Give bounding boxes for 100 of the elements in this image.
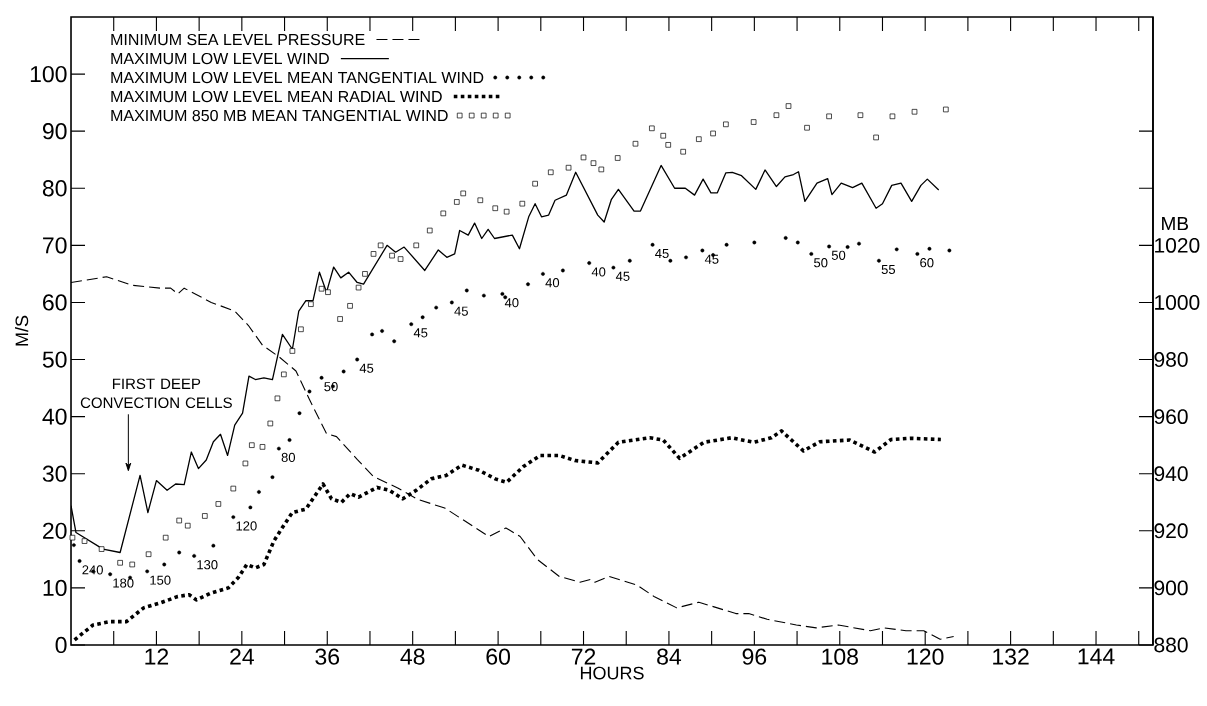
point <box>827 244 831 249</box>
x-tick-label: 120 <box>907 648 944 665</box>
annotation: 80 <box>281 452 296 462</box>
y-tick-label: 30 <box>42 465 67 482</box>
y2-tick-label: 1000 <box>1155 295 1200 310</box>
legend-label: MAXIMUM LOW LEVEL WIND <box>111 52 329 65</box>
annotation: 55 <box>881 264 896 275</box>
point <box>145 569 150 574</box>
point <box>380 329 384 333</box>
y2-tick-label: 960 <box>1154 409 1188 425</box>
point <box>108 572 113 577</box>
annotation: 120 <box>236 521 257 531</box>
x-tick-label: 72 <box>571 648 596 665</box>
point <box>449 300 454 305</box>
point <box>809 252 814 256</box>
x-tick-label: 60 <box>486 648 510 665</box>
y-tick-label: 50 <box>42 351 67 368</box>
point <box>409 322 414 327</box>
point <box>845 245 850 249</box>
point <box>420 315 425 320</box>
y2-tick-label: 920 <box>1154 523 1188 539</box>
point <box>752 240 757 245</box>
y-tick-label: 100 <box>30 65 67 83</box>
point <box>877 258 881 263</box>
y2-tick-label: 900 <box>1154 580 1188 596</box>
y2-tick-label: 880 <box>1154 637 1188 653</box>
point <box>587 261 592 265</box>
x-tick-label: 96 <box>742 648 767 665</box>
point <box>481 293 486 298</box>
point <box>211 543 216 548</box>
point <box>370 332 375 337</box>
x-tick-label: 36 <box>315 648 340 665</box>
annotation: 45 <box>655 248 669 259</box>
y-tick-label: 80 <box>42 180 67 197</box>
annotation: 130 <box>197 560 218 570</box>
point <box>684 255 688 260</box>
point <box>71 543 76 547</box>
y-tick-label: 70 <box>43 237 67 254</box>
x-tick-label: 144 <box>1078 648 1115 665</box>
x-tick-label: 108 <box>822 648 858 665</box>
point <box>500 291 505 296</box>
point <box>611 265 616 270</box>
annotation: 45 <box>359 363 374 373</box>
y-tick-label: 20 <box>43 522 67 539</box>
point <box>270 475 275 480</box>
point <box>341 369 346 374</box>
y2-tick-label: 980 <box>1154 352 1188 367</box>
annotation: 40 <box>591 267 606 277</box>
point <box>857 241 861 246</box>
point <box>894 247 899 252</box>
point <box>319 375 324 380</box>
annotation: 240 <box>82 565 103 575</box>
annotation: 40 <box>504 298 519 308</box>
y-tick-label: 60 <box>43 294 67 311</box>
point <box>783 236 788 240</box>
annotation: FIRST DEEP CONVECTION CELLS <box>80 378 232 409</box>
annotation: 45 <box>413 328 428 338</box>
x-tick-label: 12 <box>145 648 169 665</box>
point <box>248 505 253 510</box>
y-tick-label: 10 <box>43 579 67 597</box>
point <box>434 305 439 310</box>
point <box>307 389 312 394</box>
point <box>560 268 565 273</box>
y2-tick-label: 1020 <box>1155 237 1200 253</box>
point <box>668 258 673 263</box>
annotation: 50 <box>324 382 338 392</box>
annotation: 50 <box>831 250 846 260</box>
annotation: 60 <box>920 258 934 268</box>
annotation: 45 <box>704 254 719 264</box>
annotation: 45 <box>454 306 468 316</box>
point <box>700 248 705 253</box>
point <box>257 490 261 494</box>
point <box>541 272 545 276</box>
x-tick-label: 24 <box>230 648 254 665</box>
point <box>526 282 530 287</box>
annotation: 150 <box>150 575 171 585</box>
point <box>287 438 292 442</box>
point <box>795 240 800 245</box>
y-axis-title: M/S <box>15 315 29 346</box>
y2-axis-title: MB <box>1162 217 1188 231</box>
legend-label: MAXIMUM LOW LEVEL MEAN TANGENTIAL WIND <box>111 71 484 84</box>
x-tick-label: 132 <box>993 648 1029 665</box>
point <box>162 562 167 567</box>
point <box>627 258 632 263</box>
point <box>947 248 952 253</box>
legend-label: MINIMUM SEA LEVEL PRESSURE <box>111 33 365 46</box>
y-tick-label: 90 <box>42 123 67 140</box>
point <box>724 242 729 247</box>
point <box>927 246 932 251</box>
point <box>915 252 920 256</box>
annotation: 180 <box>113 578 134 588</box>
point <box>650 242 655 247</box>
annotation: 45 <box>615 271 630 281</box>
point <box>77 559 82 563</box>
legend-label: MAXIMUM 850 MB MEAN TANGENTIAL WIND <box>111 109 448 122</box>
annotation: 50 <box>814 258 828 268</box>
point <box>276 446 281 451</box>
point <box>392 339 397 344</box>
point <box>297 411 302 416</box>
y-tick-label: 40 <box>42 408 67 425</box>
